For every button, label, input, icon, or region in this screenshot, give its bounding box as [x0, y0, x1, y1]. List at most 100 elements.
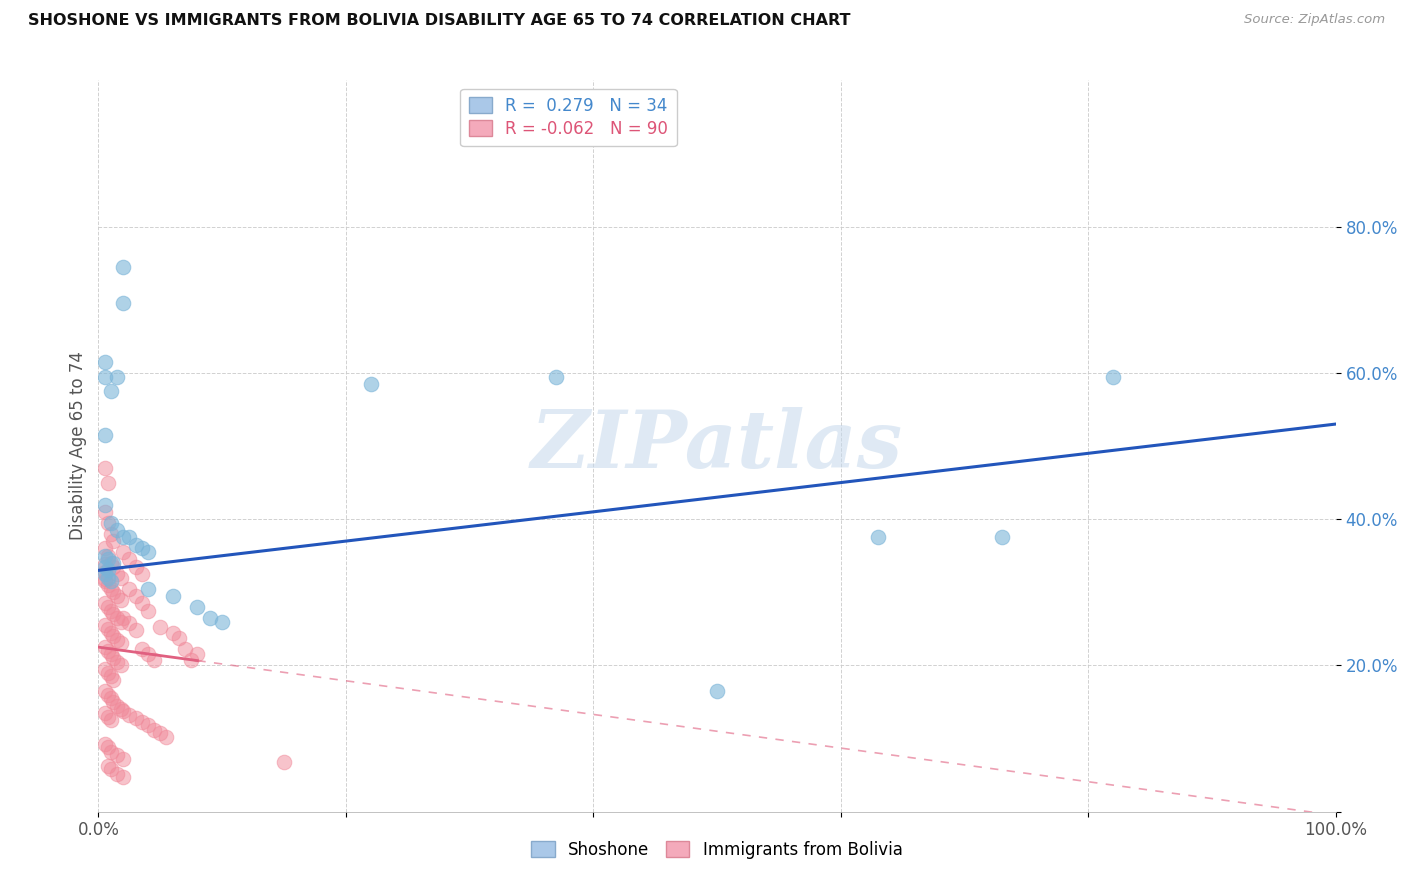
Point — [93, 428, 115, 442]
Point — [180, 652, 202, 666]
Point — [103, 651, 125, 665]
Point — [93, 567, 115, 582]
Text: Source: ZipAtlas.com: Source: ZipAtlas.com — [1244, 13, 1385, 27]
Point — [118, 552, 141, 566]
Point — [112, 530, 135, 544]
Point — [103, 534, 125, 549]
Point — [112, 260, 135, 274]
Point — [124, 711, 146, 725]
Point — [118, 708, 141, 723]
Point — [110, 636, 132, 650]
Point — [186, 599, 208, 614]
Point — [143, 723, 166, 737]
Point — [118, 582, 141, 596]
Point — [136, 603, 159, 617]
Point — [103, 559, 125, 574]
Point — [97, 571, 120, 585]
Point — [112, 545, 135, 559]
Point — [103, 585, 125, 599]
Point — [112, 296, 135, 310]
Point — [97, 688, 120, 702]
Point — [97, 599, 120, 614]
Point — [546, 369, 568, 384]
Point — [93, 684, 115, 698]
Point — [273, 755, 295, 769]
Point — [990, 530, 1012, 544]
Point — [93, 369, 115, 384]
Point — [97, 622, 120, 636]
Point — [97, 759, 120, 773]
Point — [100, 526, 122, 541]
Point — [100, 625, 122, 640]
Point — [93, 558, 115, 572]
Point — [93, 738, 115, 752]
Point — [131, 642, 153, 657]
Point — [100, 691, 122, 706]
Point — [93, 565, 115, 579]
Point — [100, 556, 122, 570]
Point — [93, 706, 115, 720]
Point — [100, 384, 122, 399]
Point — [124, 538, 146, 552]
Point — [149, 725, 172, 739]
Point — [93, 559, 115, 574]
Point — [93, 461, 115, 475]
Point — [100, 603, 122, 617]
Point — [155, 730, 177, 744]
Point — [103, 695, 125, 709]
Point — [174, 642, 197, 657]
Point — [124, 559, 146, 574]
Point — [103, 629, 125, 643]
Point — [105, 567, 128, 582]
Point — [118, 615, 141, 630]
Point — [112, 752, 135, 766]
Point — [112, 611, 135, 625]
Point — [131, 596, 153, 610]
Point — [93, 355, 115, 369]
Point — [105, 523, 128, 537]
Point — [110, 592, 132, 607]
Point — [103, 556, 125, 570]
Point — [110, 702, 132, 716]
Point — [105, 655, 128, 669]
Point — [112, 704, 135, 718]
Point — [100, 714, 122, 728]
Point — [97, 578, 120, 592]
Point — [105, 698, 128, 713]
Point — [93, 549, 115, 563]
Point — [162, 589, 184, 603]
Point — [162, 625, 184, 640]
Point — [211, 615, 233, 629]
Point — [100, 648, 122, 662]
Point — [97, 475, 120, 490]
Point — [143, 652, 166, 666]
Point — [105, 766, 128, 780]
Point — [97, 563, 120, 577]
Point — [97, 709, 120, 723]
Point — [149, 620, 172, 634]
Point — [118, 530, 141, 544]
Point — [100, 669, 122, 683]
Point — [97, 552, 120, 566]
Point — [360, 376, 382, 391]
Point — [93, 572, 115, 586]
Text: SHOSHONE VS IMMIGRANTS FROM BOLIVIA DISABILITY AGE 65 TO 74 CORRELATION CHART: SHOSHONE VS IMMIGRANTS FROM BOLIVIA DISA… — [28, 13, 851, 29]
Y-axis label: Disability Age 65 to 74: Disability Age 65 to 74 — [69, 351, 87, 541]
Point — [93, 662, 115, 676]
Point — [131, 567, 153, 582]
Point — [167, 631, 190, 645]
Point — [1102, 369, 1125, 384]
Point — [124, 624, 146, 638]
Point — [110, 571, 132, 585]
Point — [124, 589, 146, 603]
Point — [105, 611, 128, 625]
Point — [93, 498, 115, 512]
Point — [706, 684, 728, 698]
Point — [105, 632, 128, 647]
Point — [93, 596, 115, 610]
Point — [100, 574, 122, 589]
Point — [866, 530, 889, 544]
Point — [97, 644, 120, 658]
Point — [100, 516, 122, 530]
Text: ZIPatlas: ZIPatlas — [531, 408, 903, 484]
